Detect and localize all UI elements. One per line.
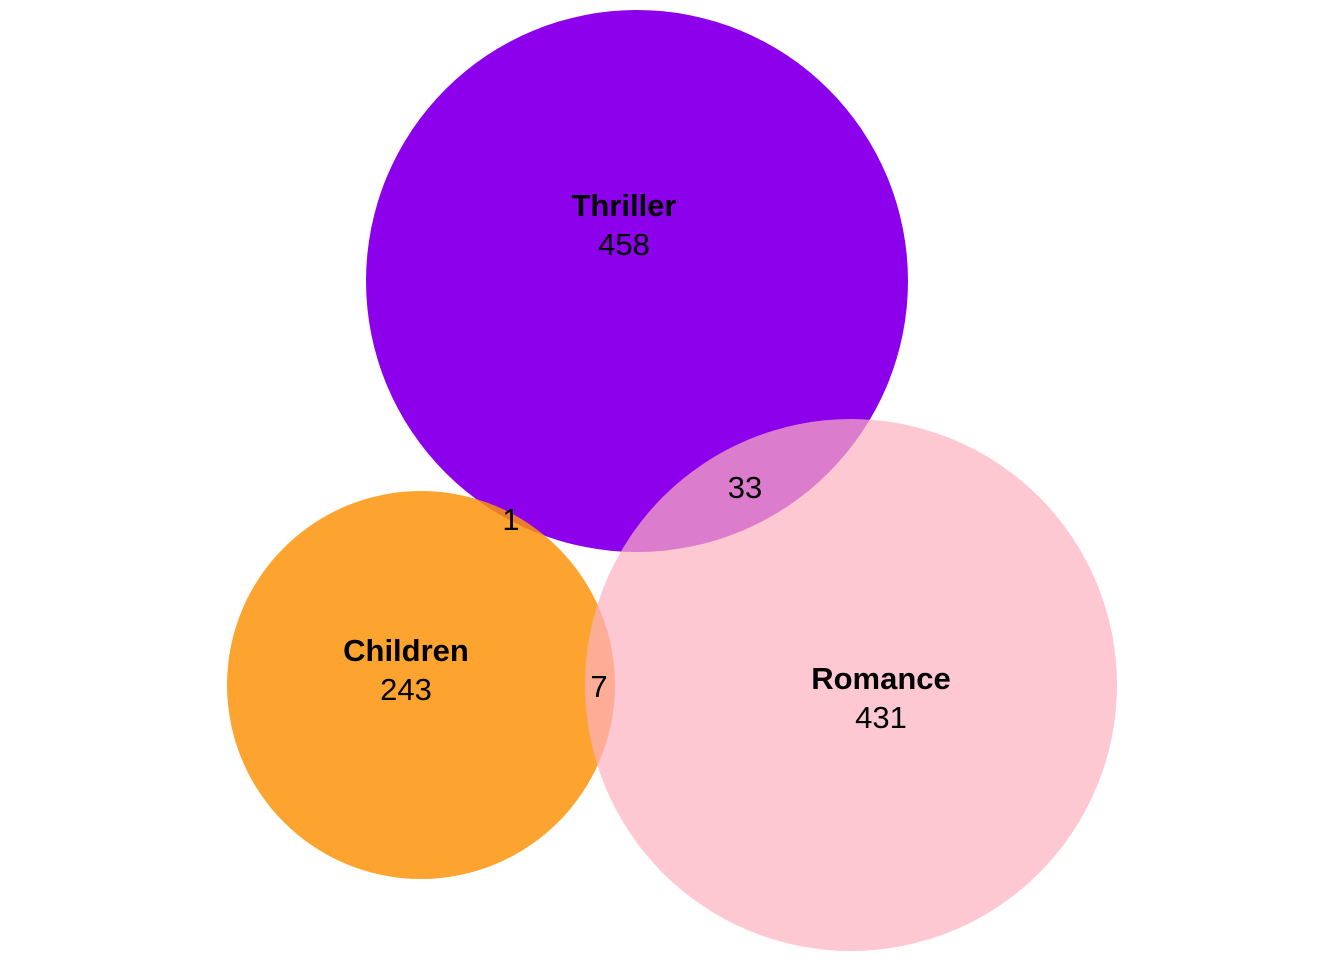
children-count: 243 (380, 672, 432, 707)
children-label: Children (343, 633, 469, 668)
romance-circle (585, 419, 1117, 951)
children-circle (227, 491, 615, 879)
thriller-romance-count: 33 (728, 470, 762, 505)
romance-count: 431 (855, 700, 907, 735)
thriller-children-count: 1 (502, 502, 519, 537)
romance-label: Romance (811, 661, 951, 696)
thriller-count: 458 (598, 227, 650, 262)
thriller-circle (366, 10, 908, 552)
children-romance-count: 7 (590, 669, 607, 704)
thriller-label: Thriller (571, 188, 676, 223)
